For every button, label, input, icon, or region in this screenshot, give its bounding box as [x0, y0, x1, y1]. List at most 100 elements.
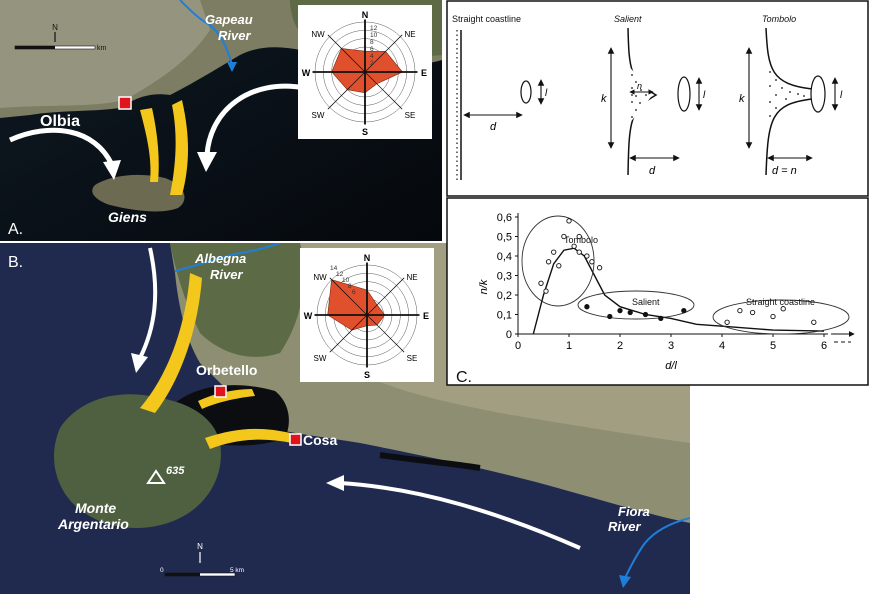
breakwater-tombolo [810, 75, 826, 113]
rose-a-s: S [362, 127, 368, 137]
data-point [596, 265, 603, 271]
panel-b-letter: B. [8, 254, 23, 271]
data-point [780, 306, 786, 312]
y-axis-label: n/k [478, 279, 490, 294]
wave-arrow-east-a [204, 83, 306, 156]
salient-k: k [601, 93, 607, 105]
salient-group-ellipse [577, 290, 695, 320]
river-arrow-a [227, 62, 237, 72]
x-tick-label: 0 [515, 340, 521, 352]
straight-group-label: Straight coastline [746, 297, 815, 307]
rose-a-ring-8: 8 [370, 39, 374, 46]
fiora-river-line [624, 517, 690, 579]
tombolo-orbetello [198, 389, 255, 409]
x-axis-label: d/l [665, 360, 677, 372]
x-tick-label: 5 [770, 340, 776, 352]
rose-b-se: SE [407, 354, 418, 363]
data-point [551, 249, 557, 255]
rose-b-ne: NE [406, 273, 417, 282]
argentario-label: Argentario [57, 516, 129, 532]
rose-a-n: N [362, 10, 369, 20]
tombolo-group-label: Tombolo [564, 235, 598, 245]
albegna-river-label: River [210, 267, 243, 282]
rose-a-w: W [302, 68, 311, 78]
data-point [576, 249, 582, 255]
straight-coastline-title: Straight coastline [452, 14, 521, 24]
rose-b-s: S [364, 370, 370, 380]
tombolo-east-a [170, 100, 188, 195]
shoreline-schematic: Straight coastline Salient Tombolo l d k… [446, 0, 869, 197]
rose-b-w: W [304, 311, 313, 321]
salient-title: Salient [614, 14, 642, 24]
fit-curve [532, 247, 825, 335]
scale-unit-a: km [97, 45, 107, 52]
rose-axis [329, 277, 405, 353]
x-tick-label: 3 [668, 340, 674, 352]
rose-a-ring-2: 2 [370, 60, 374, 67]
panel-c-letter: C. [456, 369, 472, 386]
giens-label: Giens [108, 209, 147, 225]
wave-arrowhead-west-a [103, 160, 121, 180]
rose-b-ring-8: 8 [348, 283, 352, 290]
rose-b-ring-10: 10 [342, 277, 350, 284]
salient-l: l [703, 90, 706, 101]
tombolo-l: l [840, 90, 843, 101]
rose-a-sw: SW [312, 111, 325, 120]
tombolo-dn: d = n [772, 165, 797, 177]
forest-b [170, 243, 304, 357]
rose-b-sw: SW [314, 354, 327, 363]
y-tick-label: 0,3 [497, 271, 512, 283]
wave-arrowhead-north-b [131, 353, 148, 373]
rose-a-e: E [421, 68, 427, 78]
albegna-label: Albegna [194, 251, 246, 266]
cosa-label: Cosa [303, 432, 337, 448]
y-tick-label: 0,6 [497, 212, 512, 224]
data-point [571, 243, 577, 249]
wave-arrow-north-b [138, 247, 158, 359]
north-b: N [197, 542, 203, 551]
data-point [566, 218, 572, 224]
data-point [584, 304, 590, 310]
rose-b-e: E [423, 311, 429, 321]
data-point [737, 307, 743, 314]
data-point [681, 307, 687, 314]
data-point [545, 259, 552, 265]
fiora-river-label: River [608, 519, 641, 534]
tombolo-dots [769, 71, 805, 117]
tombolo-feniglia [205, 428, 292, 449]
data-point [589, 259, 595, 265]
straight-l: l [545, 88, 548, 99]
salient-d: d [649, 165, 656, 177]
data-point [811, 319, 817, 325]
rose-axis [327, 34, 403, 110]
olbia-label: Olbia [40, 113, 80, 130]
data-point [617, 307, 623, 314]
data-point [627, 309, 633, 316]
wave-arrowhead-east-b [326, 475, 344, 491]
fiora-label: Fiora [618, 504, 650, 519]
rose-a-nw: NW [311, 30, 325, 39]
orbetello-marker [214, 385, 227, 398]
data-point [561, 233, 567, 240]
breakwater-salient [677, 76, 691, 112]
wind-rose-a: N NE E SE S SW W NW 12 10 8 6 4 2 [298, 5, 432, 139]
tombolo-title: Tombolo [762, 14, 796, 24]
data-point [576, 233, 582, 240]
peak-label: 635 [166, 465, 185, 477]
rose-a-ring-4: 4 [370, 53, 374, 60]
rose-a-ring-12: 12 [370, 25, 378, 32]
y-tick-label: 0,4 [497, 251, 512, 263]
wave-arrow-west-a [8, 127, 115, 167]
gapeau-river-label: River [218, 28, 251, 43]
tombolo-k: k [739, 93, 745, 105]
rose-a-ring-10: 10 [370, 32, 378, 39]
rose-b-ring-14: 14 [330, 265, 338, 272]
salient-sand [628, 65, 652, 125]
cosa-marker [289, 433, 302, 446]
rose-b-n: N [364, 253, 371, 263]
data-point [658, 315, 664, 322]
tombolo-giannella [140, 273, 202, 413]
scale-end-b: 5 km [230, 567, 244, 574]
gapeau-label: Gapeau [205, 12, 253, 27]
data-point [749, 309, 756, 316]
